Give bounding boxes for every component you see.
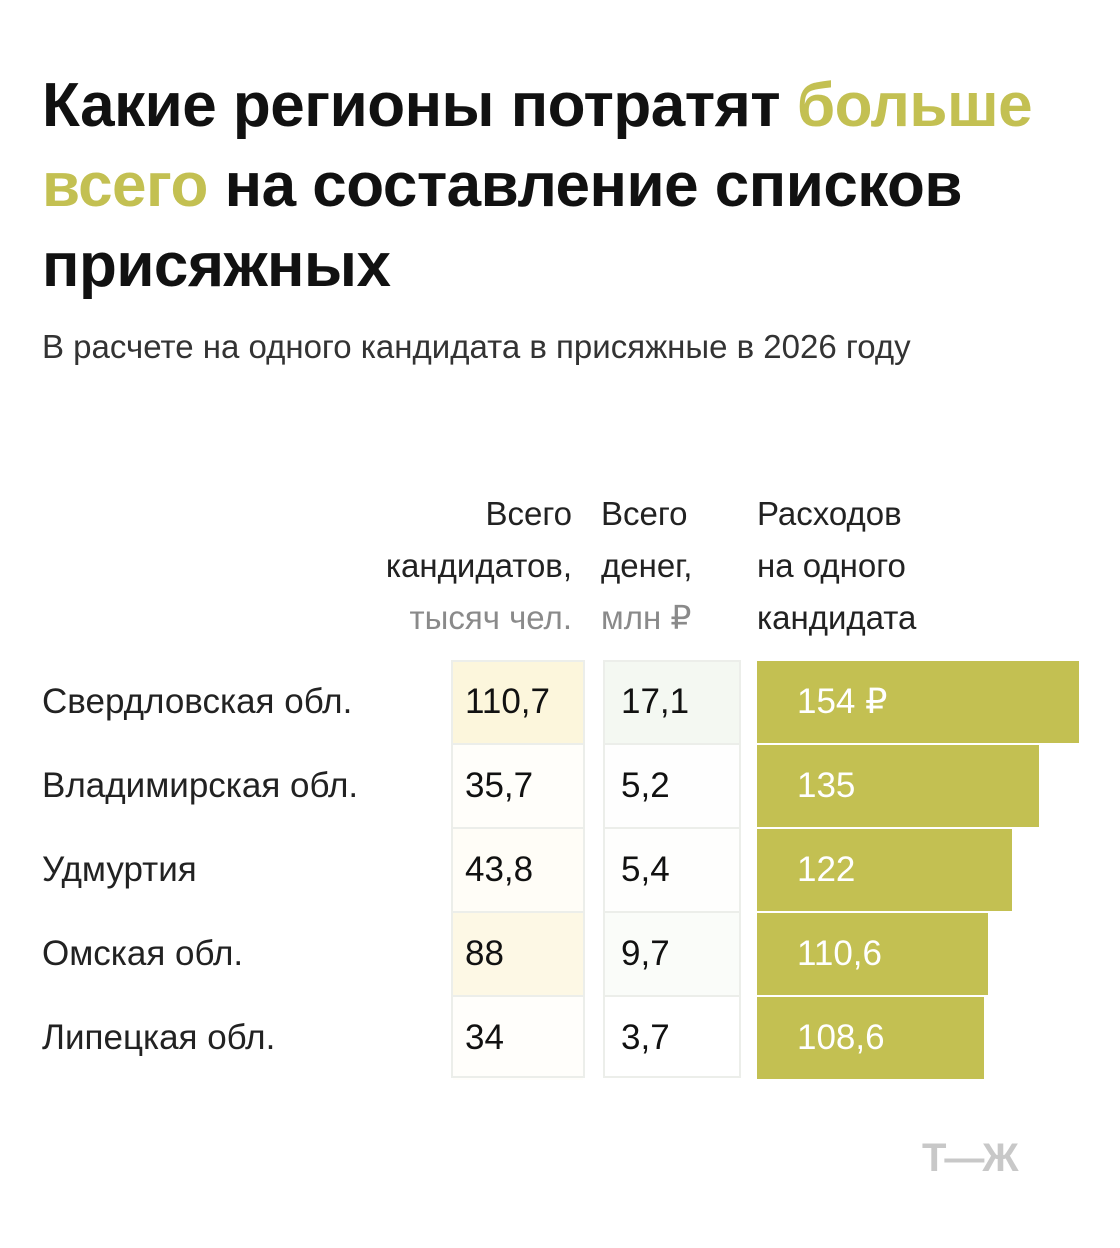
header-money-unit: млн ₽ — [601, 599, 692, 636]
header-cost-line1: Расходов — [757, 495, 902, 532]
cost-bar-label: 110,6 — [797, 934, 882, 973]
chart-title: Какие регионы потратят больше всего на с… — [42, 66, 1082, 306]
cost-bar-label: 122 — [797, 850, 856, 889]
cost-bar — [757, 997, 984, 1079]
cost-bar — [757, 745, 1039, 827]
header-candidates-line1: Всего — [485, 495, 572, 532]
money-column-frame — [603, 660, 741, 1078]
money-cell: 5,2 — [605, 744, 739, 828]
region-label: Удмуртия — [42, 850, 197, 889]
candidates-column-frame — [451, 660, 585, 1078]
row-divider — [451, 743, 585, 745]
header-cost-line3: кандидата — [757, 599, 917, 636]
row-divider — [451, 995, 585, 997]
cost-bar — [757, 913, 988, 995]
row-divider — [603, 827, 741, 829]
table-row: Свердловская обл. 110,7 17,1 154 ₽ — [0, 660, 1120, 744]
title-part-2: на составление списков присяжных — [42, 151, 963, 300]
cost-bar-label: 108,6 — [797, 1018, 885, 1057]
header-candidates: Всего кандидатов, тысяч чел. — [300, 488, 572, 644]
candidates-cell: 34 — [453, 996, 583, 1080]
header-candidates-line2: кандидатов, — [385, 547, 572, 584]
header-money-line1: Всего — [601, 495, 688, 532]
cost-bar-label: 154 ₽ — [797, 682, 888, 721]
region-label: Липецкая обл. — [42, 1018, 276, 1057]
table-row: Липецкая обл. 34 3,7 108,6 — [0, 996, 1120, 1080]
money-cell: 17,1 — [605, 660, 739, 744]
money-cell: 5,4 — [605, 828, 739, 912]
title-part-1: Какие регионы потратят — [42, 71, 797, 140]
candidates-cell: 43,8 — [453, 828, 583, 912]
header-money-line2: денег, — [601, 547, 693, 584]
money-cell: 9,7 — [605, 912, 739, 996]
header-money: Всего денег, млн ₽ — [601, 488, 801, 644]
header-cost: Расходов на одного кандидата — [757, 488, 1057, 644]
candidates-cell: 110,7 — [453, 660, 583, 744]
row-divider — [603, 995, 741, 997]
candidates-cell: 88 — [453, 912, 583, 996]
row-divider — [451, 827, 585, 829]
cost-bar — [757, 829, 1012, 911]
table-row: Владимирская обл. 35,7 5,2 135 — [0, 744, 1120, 828]
region-label: Владимирская обл. — [42, 766, 359, 805]
header-cost-line2: на одного — [757, 547, 906, 584]
row-divider — [603, 911, 741, 913]
candidates-cell: 35,7 — [453, 744, 583, 828]
header-candidates-unit: тысяч чел. — [409, 599, 572, 636]
row-divider — [603, 743, 741, 745]
money-cell: 3,7 — [605, 996, 739, 1080]
chart-subtitle: В расчете на одного кандидата в присяжны… — [42, 328, 911, 365]
region-label: Свердловская обл. — [42, 682, 353, 721]
brand-logo: Т—Ж — [922, 1136, 1019, 1180]
table-row: Омская обл. 88 9,7 110,6 — [0, 912, 1120, 996]
region-label: Омская обл. — [42, 934, 244, 973]
title-accent: больше всего — [42, 71, 1033, 220]
row-divider — [451, 911, 585, 913]
cost-bar-label: 135 — [797, 766, 856, 805]
cost-bar — [757, 661, 1079, 743]
table-row: Удмуртия 43,8 5,4 122 — [0, 828, 1120, 912]
